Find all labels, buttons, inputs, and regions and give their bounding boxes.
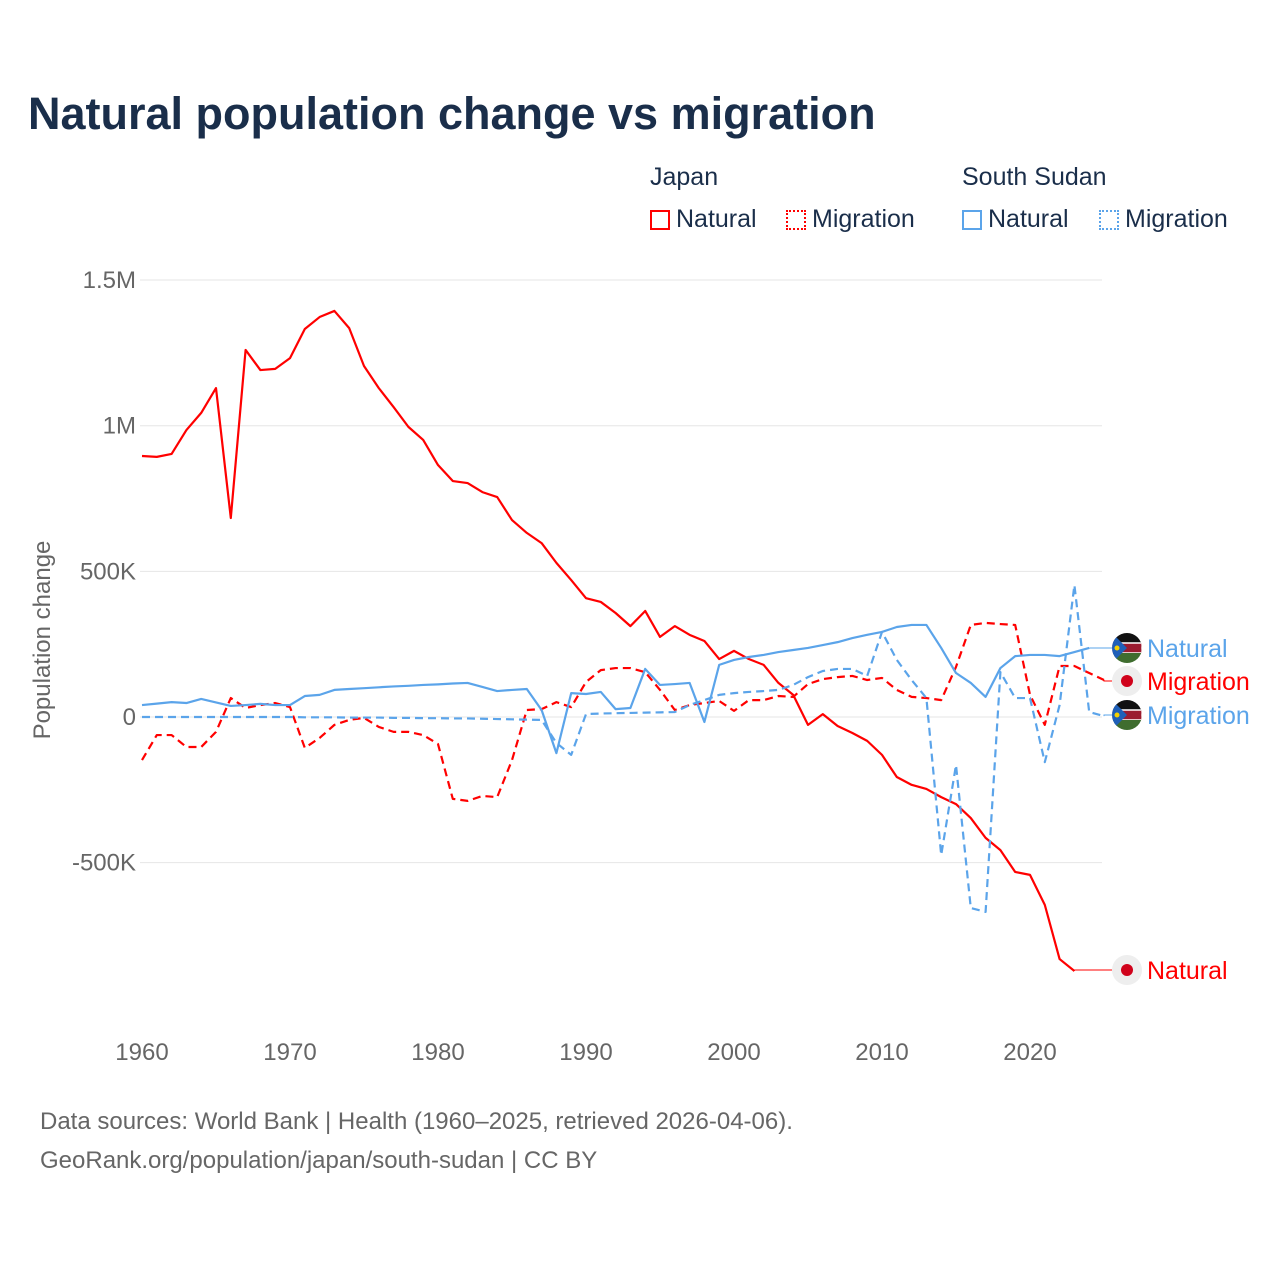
japan-flag-icon: [1112, 666, 1142, 696]
y-tick-label: 0: [123, 704, 136, 731]
y-tick-label: 1.5M: [83, 267, 136, 294]
y-axis-label: Population change: [29, 541, 56, 740]
japan-flag-icon: [1112, 955, 1142, 985]
legend-label: Natural: [676, 205, 757, 233]
label-connector: [1073, 969, 1112, 972]
series-line-japan-migration[interactable]: [141, 621, 1105, 802]
label-connector: [1103, 680, 1112, 682]
source-line-2[interactable]: GeoRank.org/population/japan/south-sudan…: [40, 1147, 598, 1174]
south-sudan-flag-icon: [1112, 700, 1142, 730]
end-label: Natural: [1147, 635, 1228, 663]
x-tick-label: 1970: [263, 1039, 316, 1066]
chart-title: Natural population change vs migration: [28, 88, 876, 139]
x-tick-label: 1980: [411, 1039, 464, 1066]
legend-swatch-solid: [650, 209, 670, 230]
y-tick-label: 1M: [103, 413, 136, 440]
legend-swatch-dotted: [786, 209, 806, 230]
legend-label: Natural: [988, 205, 1069, 233]
x-tick-label: 2020: [1003, 1039, 1056, 1066]
x-tick-label: 1990: [559, 1039, 612, 1066]
x-tick-label: 2010: [855, 1039, 908, 1066]
y-tick-label: 500K: [80, 558, 136, 585]
legend-japan-natural[interactable]: Natural: [650, 205, 757, 234]
legend-south-sudan-migration[interactable]: Migration: [1099, 205, 1228, 234]
end-label: Migration: [1147, 702, 1250, 730]
legend-label: Migration: [1125, 205, 1228, 233]
x-tick-label: 2000: [707, 1039, 760, 1066]
source-line-1: Data sources: World Bank | Health (1960–…: [40, 1108, 793, 1135]
y-tick-label: -500K: [72, 850, 136, 877]
legend-south-sudan-natural[interactable]: Natural: [962, 205, 1069, 234]
legend-japan-migration[interactable]: Migration: [786, 205, 915, 234]
legend-group-japan: Japan: [650, 163, 719, 191]
series-line-south-sudan-migration[interactable]: [142, 583, 1105, 913]
legend-label: Migration: [812, 205, 915, 233]
label-connector: [1103, 714, 1112, 717]
series-line-south-sudan-natural[interactable]: [141, 623, 1090, 755]
end-label: Migration: [1147, 668, 1250, 696]
x-tick-label: 1960: [115, 1039, 168, 1066]
south-sudan-flag-icon: [1112, 633, 1142, 663]
series-line-japan-natural[interactable]: [141, 309, 1076, 972]
legend-group-south-sudan: South Sudan: [962, 163, 1107, 191]
legend-swatch-dotted: [1099, 209, 1119, 230]
legend-swatch-solid: [962, 209, 982, 230]
end-label: Natural: [1147, 957, 1228, 985]
